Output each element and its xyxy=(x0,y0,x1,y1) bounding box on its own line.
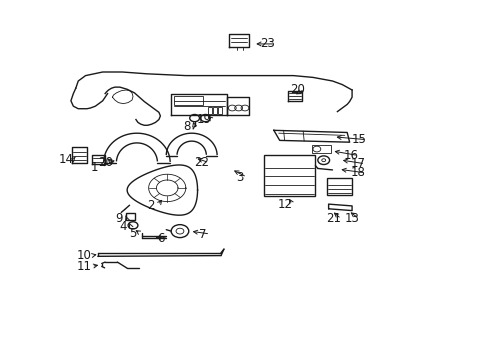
Text: 12: 12 xyxy=(277,198,292,211)
Text: 2: 2 xyxy=(146,199,154,212)
Text: 4: 4 xyxy=(119,220,127,233)
Text: 7: 7 xyxy=(199,228,206,240)
Text: 20: 20 xyxy=(98,156,112,169)
Text: 11: 11 xyxy=(77,260,91,273)
Bar xyxy=(326,178,351,195)
Bar xyxy=(207,107,211,114)
Text: 5: 5 xyxy=(129,227,137,240)
Text: 18: 18 xyxy=(350,166,365,179)
Text: 8: 8 xyxy=(183,120,191,133)
Text: 14: 14 xyxy=(59,153,73,166)
Text: 16: 16 xyxy=(343,149,358,162)
Text: 6: 6 xyxy=(157,232,165,245)
Text: 21: 21 xyxy=(326,212,341,225)
Bar xyxy=(173,96,203,105)
Text: 19: 19 xyxy=(197,113,211,126)
Text: 3: 3 xyxy=(235,171,243,184)
Text: 13: 13 xyxy=(344,212,359,225)
Text: 22: 22 xyxy=(194,156,209,169)
Bar xyxy=(212,107,216,114)
Bar xyxy=(264,155,315,196)
Bar xyxy=(217,107,221,114)
Text: 23: 23 xyxy=(260,37,275,50)
Text: 20: 20 xyxy=(289,83,304,96)
Bar xyxy=(311,145,330,153)
Text: 15: 15 xyxy=(351,133,366,146)
Text: 10: 10 xyxy=(77,249,91,262)
Text: 9: 9 xyxy=(115,212,123,225)
Bar xyxy=(126,213,135,220)
Text: 1: 1 xyxy=(90,161,98,174)
Text: 17: 17 xyxy=(350,157,365,170)
